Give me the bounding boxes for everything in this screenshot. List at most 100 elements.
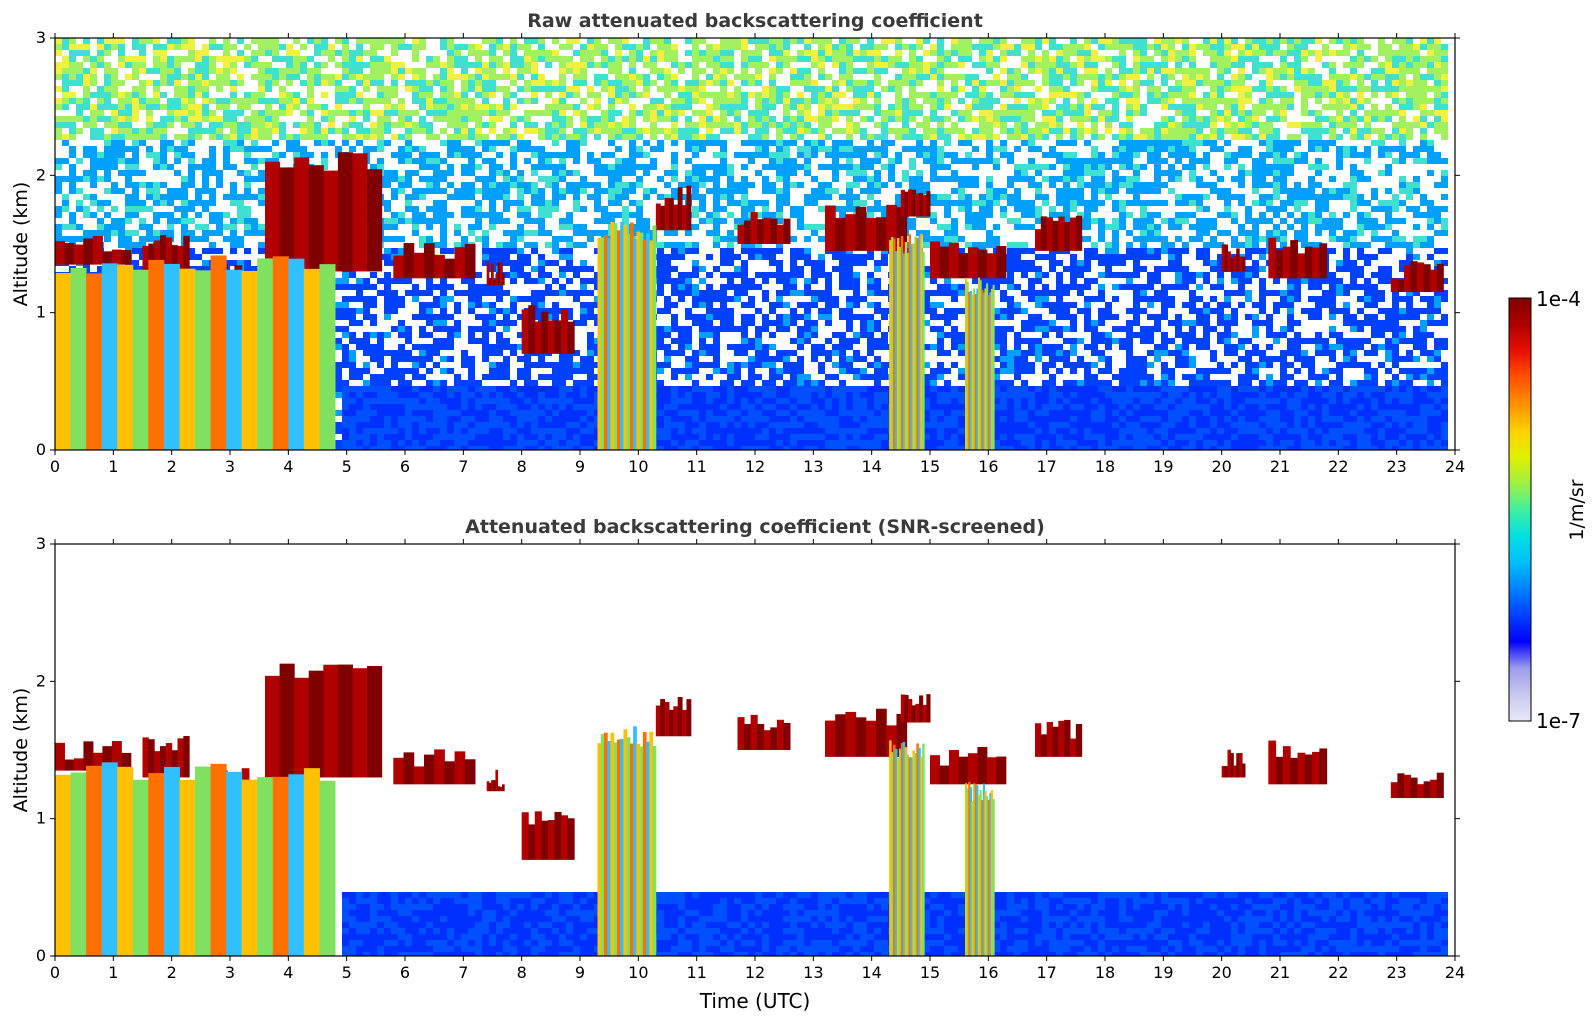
signal-cell — [321, 104, 328, 110]
signal-cell — [118, 170, 125, 176]
signal-cell — [678, 110, 685, 116]
signal-cell — [573, 428, 580, 434]
signal-cell — [790, 278, 797, 284]
signal-cell — [167, 218, 174, 224]
signal-cell — [412, 284, 419, 290]
signal-cell — [440, 386, 447, 392]
signal-cell — [748, 296, 755, 302]
signal-cell — [538, 176, 545, 182]
signal-cell — [615, 170, 622, 176]
signal-cell — [580, 434, 587, 440]
signal-cell — [244, 212, 251, 218]
signal-cell — [755, 74, 762, 80]
signal-cell — [713, 266, 720, 272]
signal-cell — [566, 86, 573, 92]
signal-cell — [741, 350, 748, 356]
signal-cell — [258, 158, 265, 164]
signal-cell — [419, 176, 426, 182]
signal-cell — [706, 116, 713, 122]
signal-cell — [412, 314, 419, 320]
signal-cell — [209, 38, 216, 44]
signal-cell — [167, 116, 174, 122]
signal-cell — [97, 206, 104, 212]
signal-cell — [426, 176, 433, 182]
signal-cell — [230, 182, 237, 188]
signal-cell — [797, 338, 804, 344]
signal-cell — [678, 104, 685, 110]
signal-cell — [545, 374, 552, 380]
signal-cell — [580, 230, 587, 236]
signal-cell — [671, 56, 678, 62]
signal-cell — [398, 398, 405, 404]
signal-cell — [678, 422, 685, 428]
signal-cell — [377, 356, 384, 362]
signal-cell — [181, 44, 188, 50]
signal-cell — [118, 236, 125, 242]
signal-cell — [426, 302, 433, 308]
signal-cell — [230, 68, 237, 74]
signal-cell — [412, 362, 419, 368]
signal-cell — [545, 416, 552, 422]
signal-cell — [706, 302, 713, 308]
signal-cell — [797, 416, 804, 422]
signal-cell — [510, 152, 517, 158]
signal-cell — [566, 188, 573, 194]
signal-cell — [384, 440, 391, 446]
signal-cell — [251, 92, 258, 98]
signal-cell — [335, 410, 342, 416]
signal-cell — [440, 92, 447, 98]
signal-cell — [594, 104, 601, 110]
signal-cell — [258, 44, 265, 50]
signal-cell — [741, 386, 748, 392]
signal-cell — [307, 116, 314, 122]
signal-cell — [69, 44, 76, 50]
signal-cell — [552, 38, 559, 44]
signal-cell — [664, 428, 671, 434]
signal-cell — [461, 104, 468, 110]
signal-cell — [398, 188, 405, 194]
signal-cell — [741, 80, 748, 86]
signal-cell — [552, 242, 559, 248]
signal-cell — [426, 122, 433, 128]
signal-cell — [573, 104, 580, 110]
signal-cell — [762, 128, 769, 134]
signal-cell — [524, 428, 531, 434]
signal-cell — [363, 110, 370, 116]
signal-cell — [97, 266, 104, 272]
signal-cell — [783, 278, 790, 284]
signal-cell — [489, 176, 496, 182]
signal-cell — [671, 176, 678, 182]
signal-cell — [622, 74, 629, 80]
signal-cell — [489, 218, 496, 224]
signal-cell — [496, 338, 503, 344]
signal-cell — [475, 326, 482, 332]
signal-cell — [559, 416, 566, 422]
signal-cell — [706, 392, 713, 398]
signal-cell — [559, 248, 566, 254]
signal-cell — [405, 326, 412, 332]
signal-cell — [748, 74, 755, 80]
signal-cell — [797, 68, 804, 74]
signal-cell — [181, 56, 188, 62]
signal-cell — [622, 194, 629, 200]
signal-cell — [55, 104, 62, 110]
signal-cell — [713, 314, 720, 320]
signal-cell — [741, 104, 748, 110]
signal-cell — [265, 38, 272, 44]
signal-cell — [55, 74, 62, 80]
signal-cell — [419, 146, 426, 152]
signal-cell — [615, 38, 622, 44]
signal-cell — [419, 302, 426, 308]
signal-cell — [447, 194, 454, 200]
signal-cell — [797, 122, 804, 128]
signal-cell — [440, 188, 447, 194]
signal-cell — [797, 248, 804, 254]
signal-cell — [769, 188, 776, 194]
signal-cell — [727, 176, 734, 182]
signal-cell — [69, 224, 76, 230]
signal-cell — [531, 302, 538, 308]
signal-cell — [433, 338, 440, 344]
signal-cell — [258, 68, 265, 74]
signal-cell — [657, 68, 664, 74]
signal-cell — [202, 86, 209, 92]
